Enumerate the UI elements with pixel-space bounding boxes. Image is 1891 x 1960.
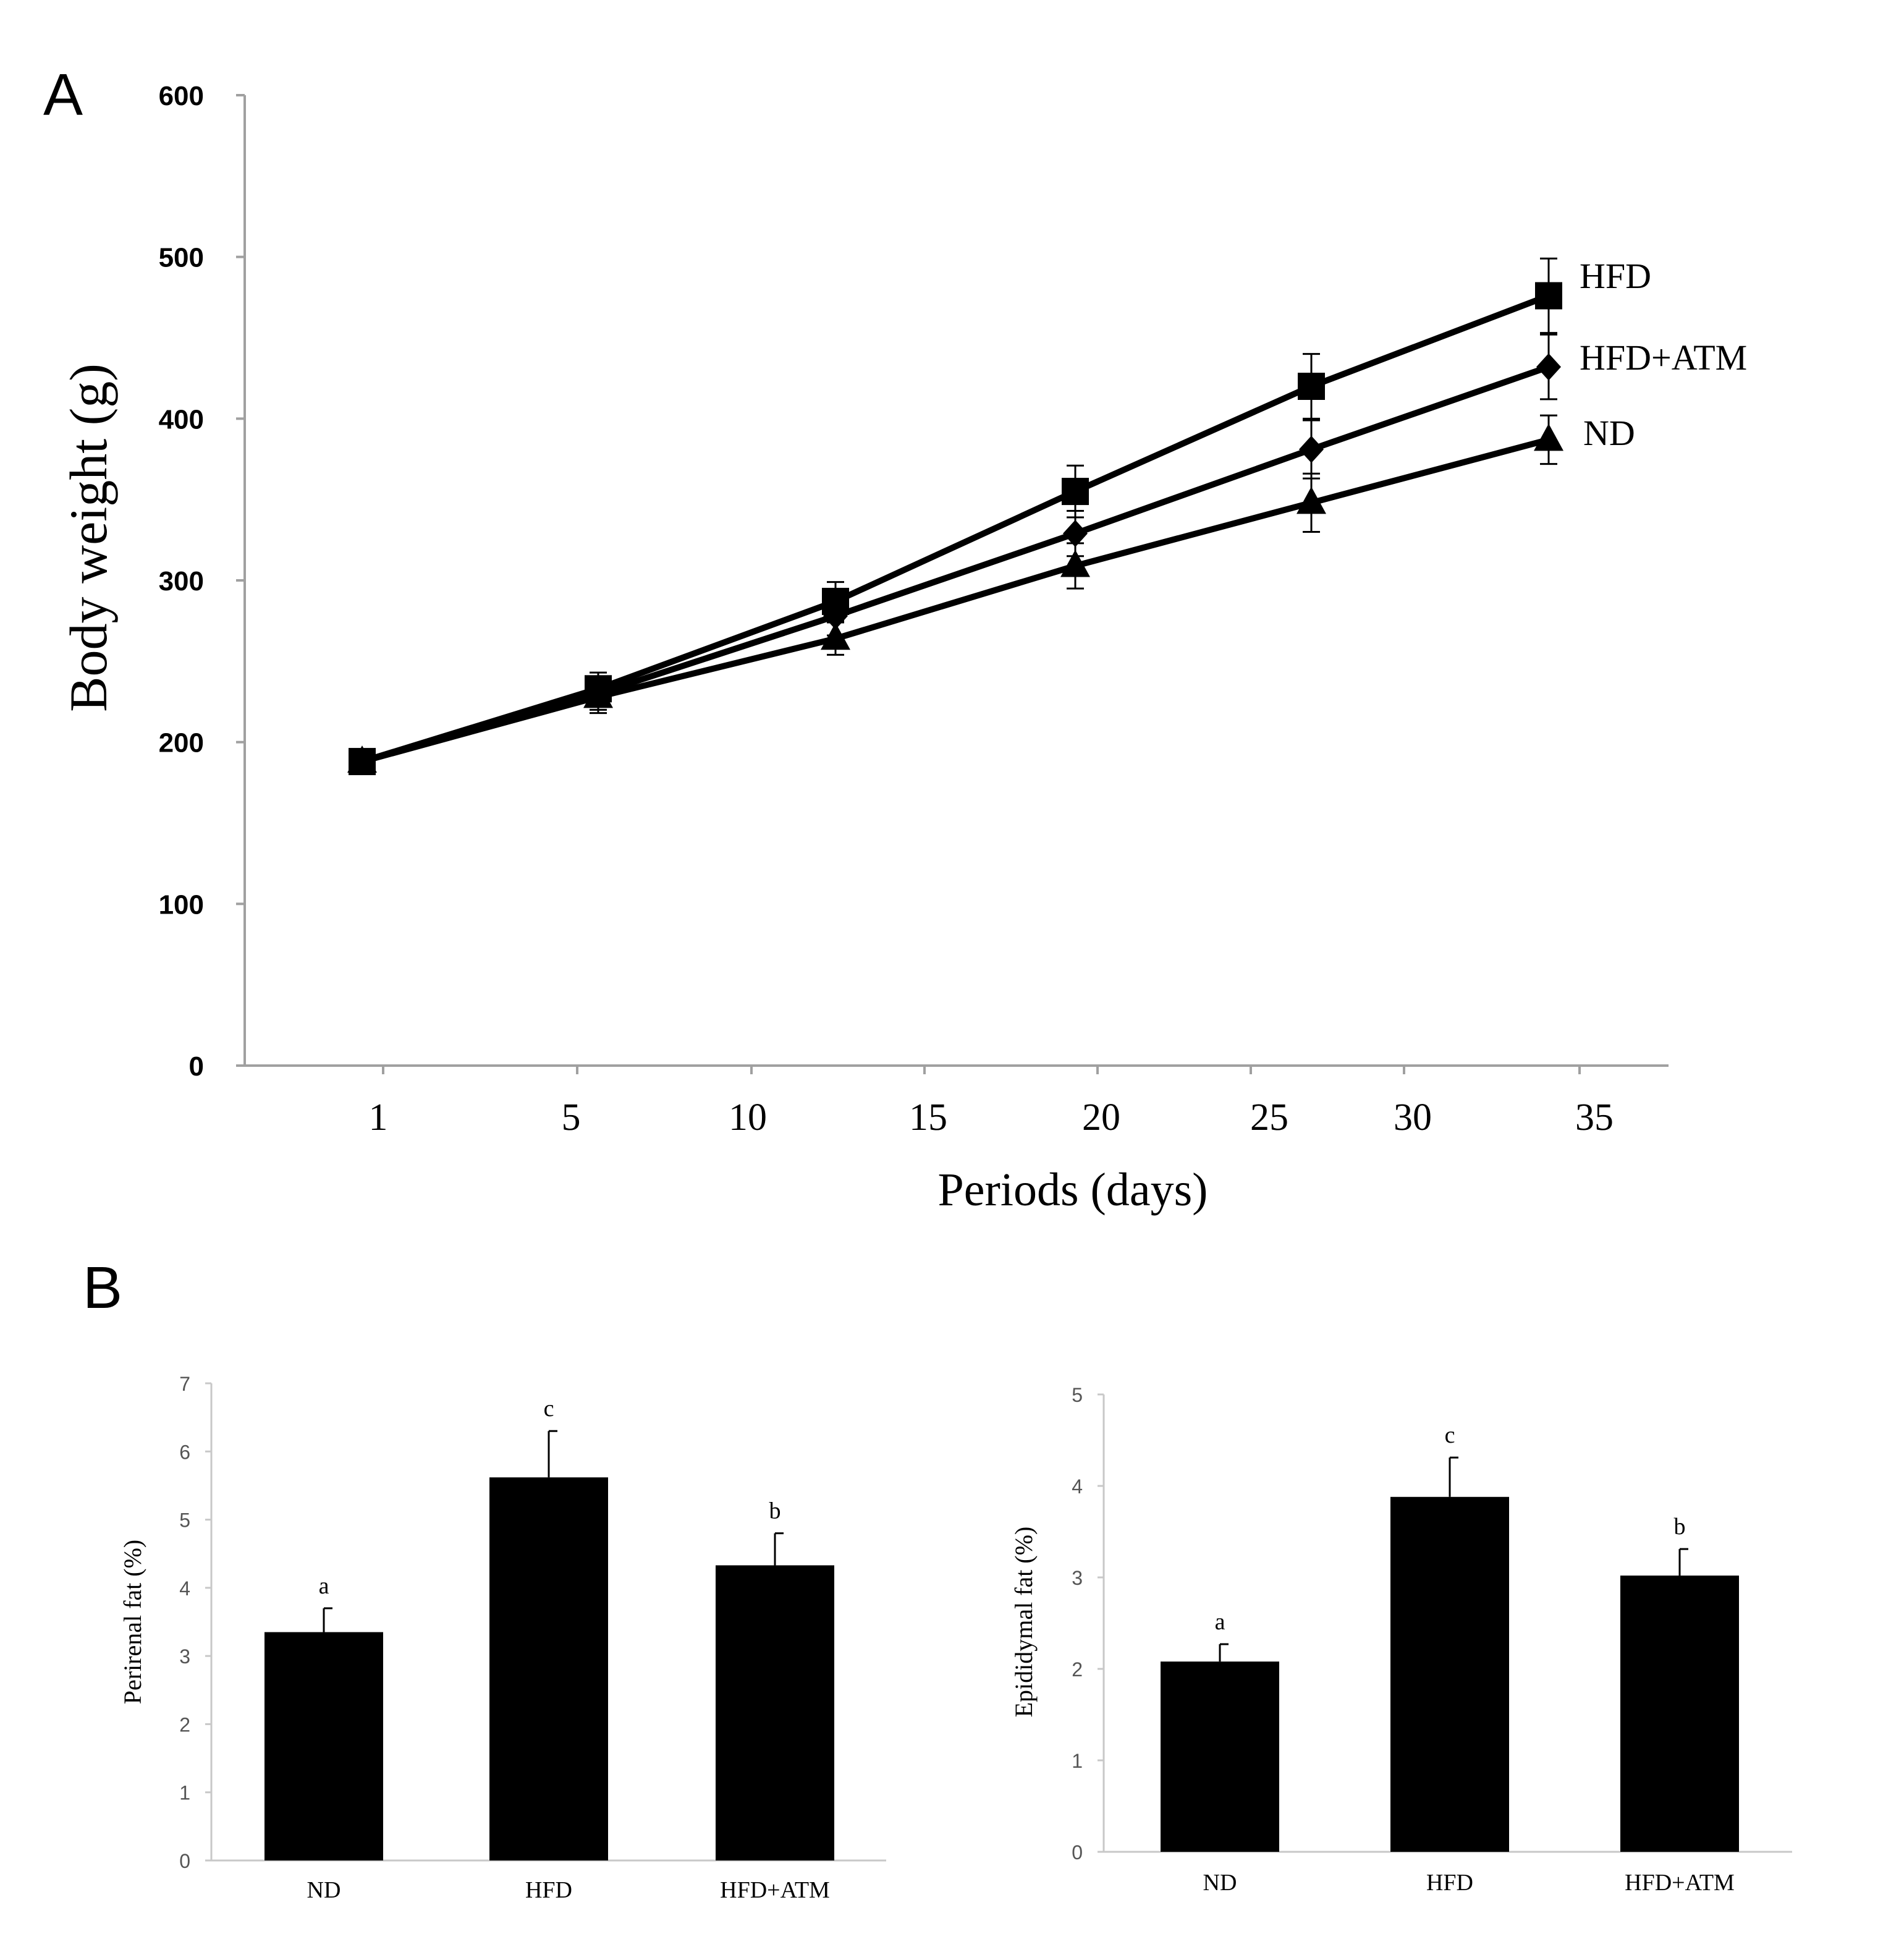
y-tick-label: 2 <box>179 1713 190 1736</box>
y-tick-label: 300 <box>159 566 204 596</box>
data-point-triangle <box>347 745 377 773</box>
significance-label: c <box>1445 1422 1455 1448</box>
y-tick-label: 600 <box>159 81 204 111</box>
data-point-triangle <box>1060 549 1090 577</box>
category-label-nd: ND <box>307 1877 341 1903</box>
y-tick-label: 4 <box>179 1577 190 1600</box>
y-tick-label: 4 <box>1072 1475 1083 1498</box>
significance-label: c <box>544 1396 554 1422</box>
x-tick-label: 35 <box>1575 1097 1614 1139</box>
significance-label: b <box>1674 1514 1686 1540</box>
x-tick-label: 15 <box>909 1097 947 1139</box>
y-tick-label: 3 <box>1072 1567 1083 1589</box>
y-axis-title: Body weight (g) <box>59 363 118 712</box>
x-axis-title: Periods (days) <box>938 1164 1208 1216</box>
panel-label-b: B <box>83 1255 122 1321</box>
category-label-hfd-atm: HFD+ATM <box>720 1877 830 1903</box>
data-point-triangle <box>583 681 613 708</box>
data-point-diamond <box>1299 436 1324 464</box>
significance-label: b <box>769 1498 781 1524</box>
bar-nd <box>1161 1661 1279 1852</box>
category-label-nd: ND <box>1203 1870 1237 1896</box>
data-point-square <box>1535 282 1562 310</box>
series-label-hfd-atm: HFD+ATM <box>1580 337 1747 378</box>
category-label-hfd: HFD <box>525 1877 572 1903</box>
x-tick-label: 1 <box>369 1097 388 1139</box>
y-tick-label: 5 <box>179 1509 190 1532</box>
x-tick-label: 5 <box>562 1097 581 1139</box>
y-tick-label: 1 <box>1072 1750 1083 1772</box>
data-point-triangle <box>1534 423 1563 451</box>
bar-nd <box>264 1632 383 1860</box>
panel-b-epididymal-bar-chart: 0 1 2 3 4 5 a ND c HFD b HFD+ATM Epididymal fat (%) <box>1010 1384 1792 1896</box>
y-tick-label: 2 <box>1072 1658 1083 1681</box>
data-point-triangle <box>821 622 850 650</box>
series-label-hfd: HFD <box>1580 256 1651 296</box>
x-tick-label: 25 <box>1250 1097 1288 1139</box>
y-tick-label: 7 <box>179 1373 190 1395</box>
x-tick-label: 30 <box>1394 1097 1432 1139</box>
panel-label-a: A <box>43 62 83 128</box>
panel-b-perirenal-bar-chart: B 0 1 2 3 4 5 6 7 a ND c HFD b HFD+ATM Perirenal fat … <box>83 1255 886 1903</box>
y-tick-label: 0 <box>1072 1841 1083 1864</box>
series-nd <box>347 414 1563 773</box>
bar-hfd <box>489 1477 608 1860</box>
category-label-hfd: HFD <box>1426 1870 1473 1896</box>
series-line <box>361 292 1550 765</box>
data-point-square <box>1298 373 1325 400</box>
y-tick-label: 0 <box>189 1051 204 1082</box>
series-line <box>361 436 1550 765</box>
bar-hfd <box>1390 1496 1509 1852</box>
y-tick-label: 6 <box>179 1441 190 1463</box>
bar-hfd-atm <box>1620 1576 1739 1852</box>
series-label-nd: ND <box>1583 413 1635 453</box>
y-tick-label: 500 <box>159 243 204 273</box>
data-point-diamond <box>1536 353 1561 381</box>
bar-hfd-atm <box>716 1565 834 1860</box>
y-tick-label: 200 <box>159 728 204 758</box>
y-tick-label: 3 <box>179 1645 190 1668</box>
data-point-diamond <box>1063 520 1088 548</box>
y-axis-title: Perirenal fat (%) <box>119 1540 146 1705</box>
x-tick-label: 20 <box>1082 1097 1120 1139</box>
significance-label: a <box>319 1573 329 1599</box>
data-point-square <box>1062 478 1089 506</box>
y-tick-label: 400 <box>159 404 204 435</box>
y-axis-title: Epididymal fat (%) <box>1010 1527 1038 1718</box>
y-tick-label: 1 <box>179 1782 190 1804</box>
y-tick-label: 5 <box>1072 1384 1083 1406</box>
x-tick-label: 10 <box>729 1097 767 1139</box>
y-tick-label: 0 <box>179 1850 190 1872</box>
data-point-triangle <box>1297 486 1326 514</box>
category-label-hfd-atm: HFD+ATM <box>1625 1870 1735 1896</box>
y-tick-label: 100 <box>159 889 204 920</box>
significance-label: a <box>1215 1609 1225 1635</box>
